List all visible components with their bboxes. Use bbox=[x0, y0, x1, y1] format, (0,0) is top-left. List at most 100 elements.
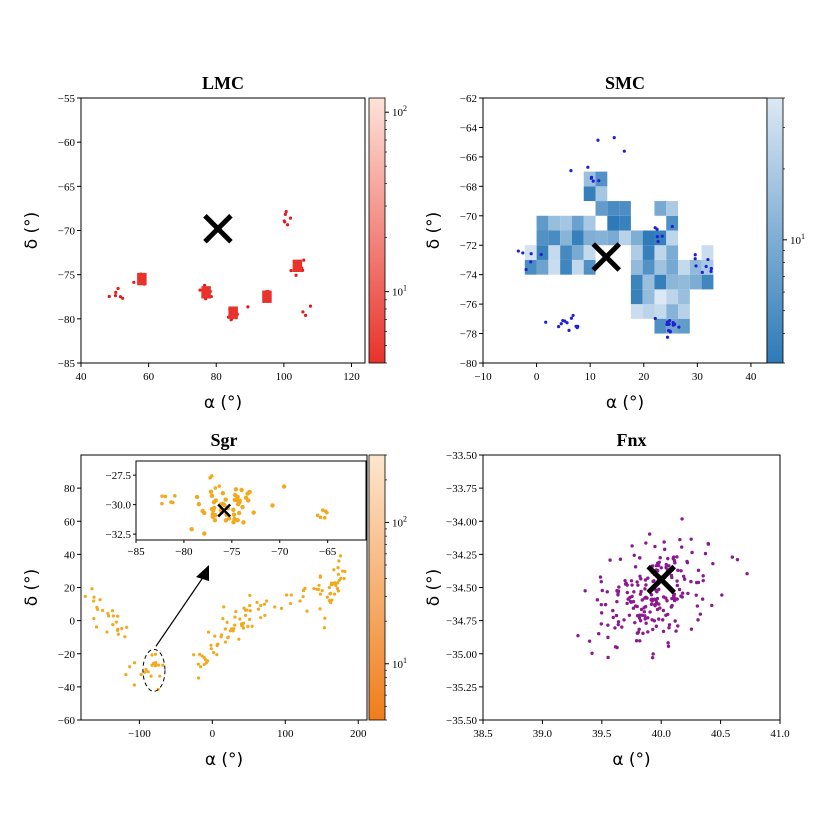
smc-scatter-point bbox=[556, 324, 561, 329]
smc-scatter-point bbox=[709, 266, 713, 271]
fnx-scatter-point bbox=[666, 644, 671, 649]
sgr-inset-ytick-label: −32.5 bbox=[106, 529, 132, 541]
lmc-xtick-label: 40 bbox=[76, 371, 88, 383]
fnx-scatter-point bbox=[661, 618, 665, 622]
smc-heatmap-cell bbox=[654, 274, 667, 290]
fnx-scatter-point bbox=[623, 578, 627, 583]
fnx-scatter-point bbox=[643, 587, 647, 591]
fnx-scatter-point bbox=[670, 575, 674, 580]
sgr-scatter-point bbox=[332, 568, 336, 572]
smc-scatter-point bbox=[655, 227, 659, 231]
lmc-ytick-label: −85 bbox=[58, 358, 76, 370]
sgr-scatter-point bbox=[318, 592, 323, 596]
sgr-inset-point bbox=[173, 494, 177, 498]
fnx-scatter-point bbox=[675, 597, 679, 601]
fnx-scatter-point bbox=[680, 517, 684, 521]
sgr-scatter-point bbox=[150, 663, 154, 667]
smc-scatter-point bbox=[704, 264, 708, 269]
fnx-scatter-point bbox=[650, 597, 654, 601]
fnx-scatter-point bbox=[615, 599, 619, 604]
sgr-scatter-point bbox=[327, 585, 332, 590]
smc-heatmap-cell bbox=[642, 289, 655, 305]
fnx-scatter-point bbox=[630, 544, 634, 548]
sgr-scatter-point bbox=[325, 595, 329, 599]
sgr-scatter-point bbox=[312, 586, 316, 591]
fnx-scatter-point bbox=[664, 562, 668, 567]
fnx-scatter-point bbox=[629, 579, 634, 583]
fnx-scatter-point bbox=[679, 545, 684, 549]
sgr-scatter-point bbox=[221, 616, 225, 621]
sgr-scatter-point bbox=[241, 626, 246, 630]
fnx-scatter-point bbox=[678, 537, 682, 542]
sgr-scatter-point bbox=[343, 569, 347, 574]
smc-heatmap-cell bbox=[571, 230, 584, 246]
smc-xtick-label: 40 bbox=[745, 371, 757, 383]
fnx-scatter-point bbox=[690, 550, 694, 555]
sgr-scatter-point bbox=[238, 617, 242, 621]
sgr-scatter-point bbox=[143, 670, 147, 674]
fnx-scatter-point bbox=[680, 591, 685, 595]
smc-heatmap-cell bbox=[548, 230, 561, 246]
smc-heatmap-cell bbox=[583, 245, 596, 260]
fnx-scatter-point bbox=[642, 610, 647, 614]
sgr-scatter-point bbox=[243, 608, 248, 612]
smc-heatmap-cell bbox=[583, 186, 596, 202]
sgr-scatter-point bbox=[153, 652, 158, 656]
sgr-inset-point bbox=[231, 520, 236, 525]
fnx-scatter-point bbox=[630, 583, 634, 587]
fnx-scatter-point bbox=[631, 599, 636, 604]
fnx-scatter-point bbox=[635, 580, 639, 584]
sgr-inset-point bbox=[163, 494, 168, 499]
sgr-scatter-point bbox=[288, 602, 293, 606]
sgr-scatter-point bbox=[259, 616, 263, 620]
smc-scatter-point bbox=[665, 322, 669, 327]
sgr-inset-xtick-label: −85 bbox=[127, 546, 145, 558]
fnx-scatter-point bbox=[638, 592, 643, 596]
sgr-inset-point bbox=[239, 487, 244, 493]
fnx-ytick-label: −35.25 bbox=[446, 682, 477, 694]
sgr-scatter-point bbox=[332, 592, 337, 596]
fnx-scatter-point bbox=[652, 619, 657, 623]
fnx-scatter-point bbox=[706, 541, 710, 546]
smc-center-marker bbox=[591, 242, 622, 272]
sgr-ytick-label: −20 bbox=[58, 649, 76, 661]
smc-xtick-label: 20 bbox=[638, 371, 650, 383]
sgr-scatter-point bbox=[106, 611, 110, 616]
sgr-inset-point bbox=[196, 501, 202, 507]
smc-heatmap-cell bbox=[548, 245, 561, 260]
fnx-scatter-point bbox=[646, 616, 650, 620]
smc-heatmap-cell bbox=[619, 201, 631, 216]
fnx-scatter-point bbox=[583, 589, 587, 593]
fnx-scatter-point bbox=[637, 627, 641, 631]
fnx-scatter-point bbox=[710, 603, 714, 608]
sgr-scatter-point bbox=[199, 665, 203, 669]
smc-scatter-point bbox=[671, 323, 675, 327]
sgr-scatter-point bbox=[196, 676, 201, 680]
fnx-scatter-point bbox=[616, 589, 621, 593]
smc-heatmap-cell bbox=[666, 274, 679, 290]
lmc-heatmap-cell bbox=[292, 259, 303, 273]
smc-heatmap-cell bbox=[678, 259, 690, 275]
sgr-arrow-shaft bbox=[155, 572, 207, 647]
fnx-scatter-point bbox=[730, 555, 735, 559]
fnx-scatter-point bbox=[711, 561, 715, 566]
sgr-xtick-label: 100 bbox=[277, 728, 294, 740]
sgr-scatter-point bbox=[335, 581, 340, 585]
fnx-scatter-point bbox=[623, 582, 628, 586]
sgr-scatter-point bbox=[250, 624, 254, 628]
smc-ytick-label: −66 bbox=[460, 152, 478, 164]
lmc-xtick-label: 80 bbox=[211, 371, 223, 383]
sgr-scatter-point bbox=[144, 667, 148, 672]
sgr-inset-point bbox=[281, 484, 287, 489]
fnx-scatter-point bbox=[648, 610, 652, 614]
sgr-scatter-point bbox=[209, 643, 213, 647]
sgr-ytick-label: 80 bbox=[64, 483, 76, 495]
smc-heatmap-cell bbox=[654, 289, 667, 305]
smc-scatter-point bbox=[656, 239, 660, 244]
sgr-ytick-label: −40 bbox=[58, 682, 76, 694]
lmc-scatter-point bbox=[288, 216, 293, 220]
lmc-scatter-point bbox=[107, 294, 111, 299]
fnx-scatter-point bbox=[605, 590, 609, 594]
fnx-scatter-point bbox=[651, 652, 655, 656]
smc-scatter-point bbox=[670, 224, 674, 229]
